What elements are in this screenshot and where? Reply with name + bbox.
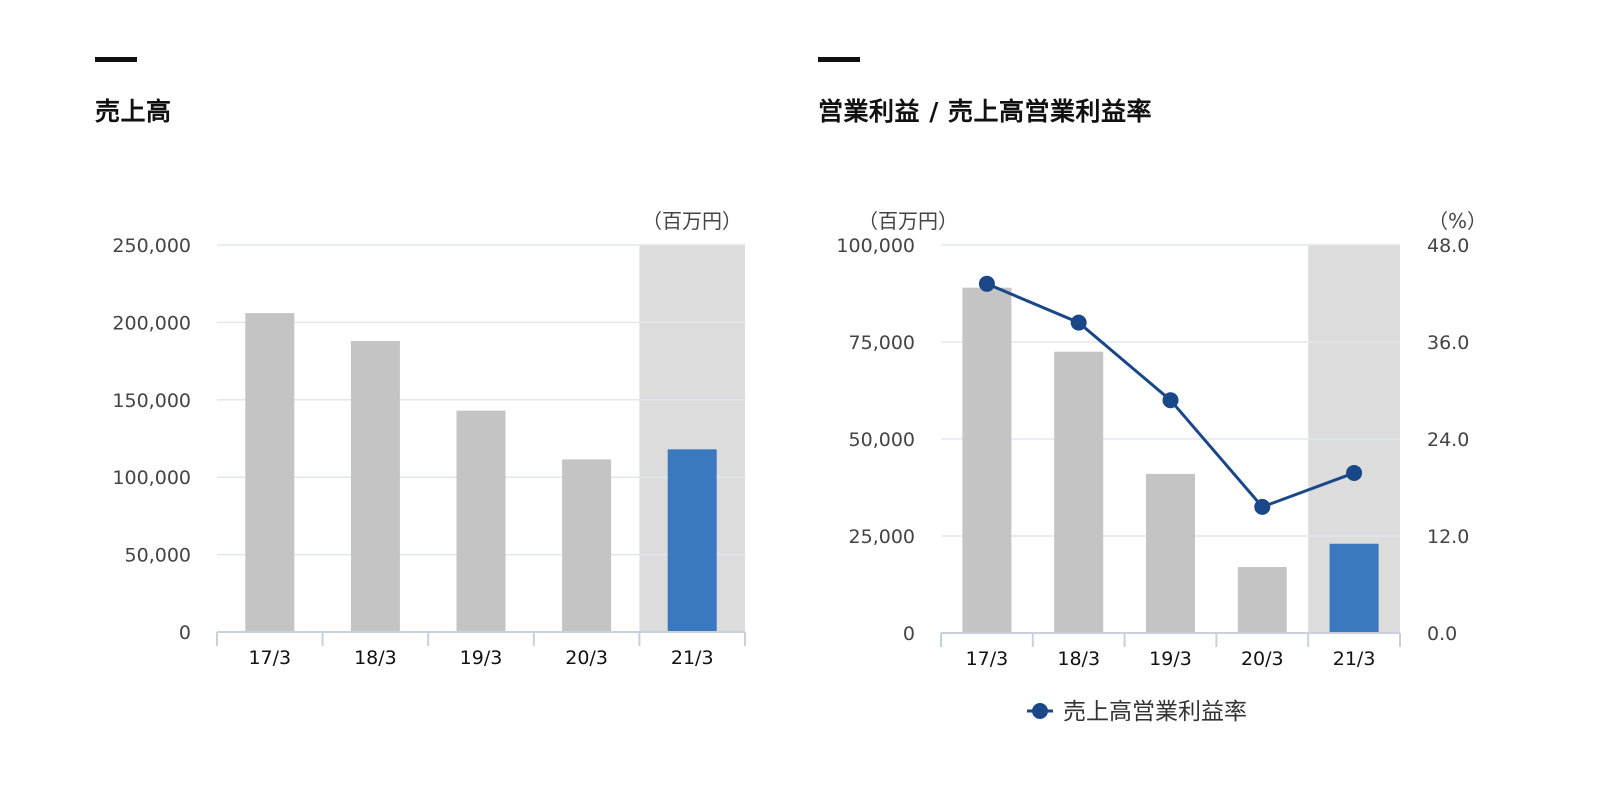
operating-profit-combo-chart: 0 0.0 25,000 12.0 50,000 24.0 75,000 36.0 100,00… xyxy=(836,209,1487,725)
y-right-tick-label: 48.0 xyxy=(1427,235,1469,257)
y-right-tick-label: 12.0 xyxy=(1427,526,1469,548)
y-left-tick-label: 75,000 xyxy=(849,332,915,354)
y-left-tick-label: 0 xyxy=(903,623,915,645)
sales-chart-panel: 売上高 0 50,000 100,000 150,000 200,000 250,000 （… xyxy=(95,57,746,669)
y-left-tick-label: 100,000 xyxy=(836,235,915,257)
legend-marker-swatch xyxy=(1032,703,1048,719)
bar-19-3 xyxy=(456,410,506,632)
margin-point-18-3 xyxy=(1070,314,1087,331)
y-tick-label: 100,000 xyxy=(112,467,191,489)
y-left-tick-label: 25,000 xyxy=(849,526,915,548)
bar-17-3 xyxy=(245,313,295,632)
x-tick-label: 20/3 xyxy=(565,647,608,669)
y-tick-label: 0 xyxy=(179,622,191,644)
margin-point-19-3 xyxy=(1162,392,1179,409)
bar-19-3 xyxy=(1146,473,1195,633)
y-tick-label: 150,000 xyxy=(112,390,191,412)
x-tick-label: 20/3 xyxy=(1241,648,1284,670)
bar-17-3 xyxy=(962,287,1012,633)
margin-point-21-3 xyxy=(1346,464,1363,481)
x-tick-label: 19/3 xyxy=(460,647,503,669)
left-unit-label: （百万円） xyxy=(858,209,958,233)
legend-label: 売上高営業利益率 xyxy=(1063,699,1247,725)
y-right-tick-label: 36.0 xyxy=(1427,332,1469,354)
y-tick-label: 250,000 xyxy=(112,235,191,257)
bar-18-3 xyxy=(350,340,400,632)
bar-21-3 xyxy=(1329,543,1379,633)
x-tick-label: 17/3 xyxy=(248,647,291,669)
operating-profit-chart-panel: 営業利益 / 売上高営業利益率 0 0.0 25,000 12.0 50,000 24.0… xyxy=(800,0,1600,808)
bar-20-3 xyxy=(562,459,612,632)
y-tick-label: 50,000 xyxy=(125,545,191,567)
sales-chart-title: 売上高 xyxy=(95,97,172,126)
sales-bar-chart: 0 50,000 100,000 150,000 200,000 250,000 （百万円）… xyxy=(112,209,746,669)
x-tick-label: 19/3 xyxy=(1149,648,1192,670)
x-tick-label: 21/3 xyxy=(671,647,714,669)
right-unit-label: （%） xyxy=(1428,209,1487,233)
bar-18-3 xyxy=(1054,351,1104,633)
y-right-tick-label: 24.0 xyxy=(1427,429,1469,451)
y-right-tick-label: 0.0 xyxy=(1427,623,1457,645)
x-tick-label: 17/3 xyxy=(966,648,1009,670)
unit-label: （百万円） xyxy=(642,209,742,233)
title-accent-bar xyxy=(818,57,860,62)
margin-point-17-3 xyxy=(978,275,995,292)
operating-profit-chart-title: 営業利益 / 売上高営業利益率 xyxy=(818,97,1153,126)
title-accent-bar xyxy=(95,57,137,62)
x-tick-label: 18/3 xyxy=(1057,648,1100,670)
x-tick-label: 21/3 xyxy=(1333,648,1376,670)
x-tick-label: 18/3 xyxy=(354,647,397,669)
margin-point-20-3 xyxy=(1254,498,1271,515)
bar-21-3 xyxy=(667,449,717,632)
y-tick-label: 200,000 xyxy=(112,312,191,334)
bar-20-3 xyxy=(1237,567,1287,633)
y-left-tick-label: 50,000 xyxy=(849,429,915,451)
